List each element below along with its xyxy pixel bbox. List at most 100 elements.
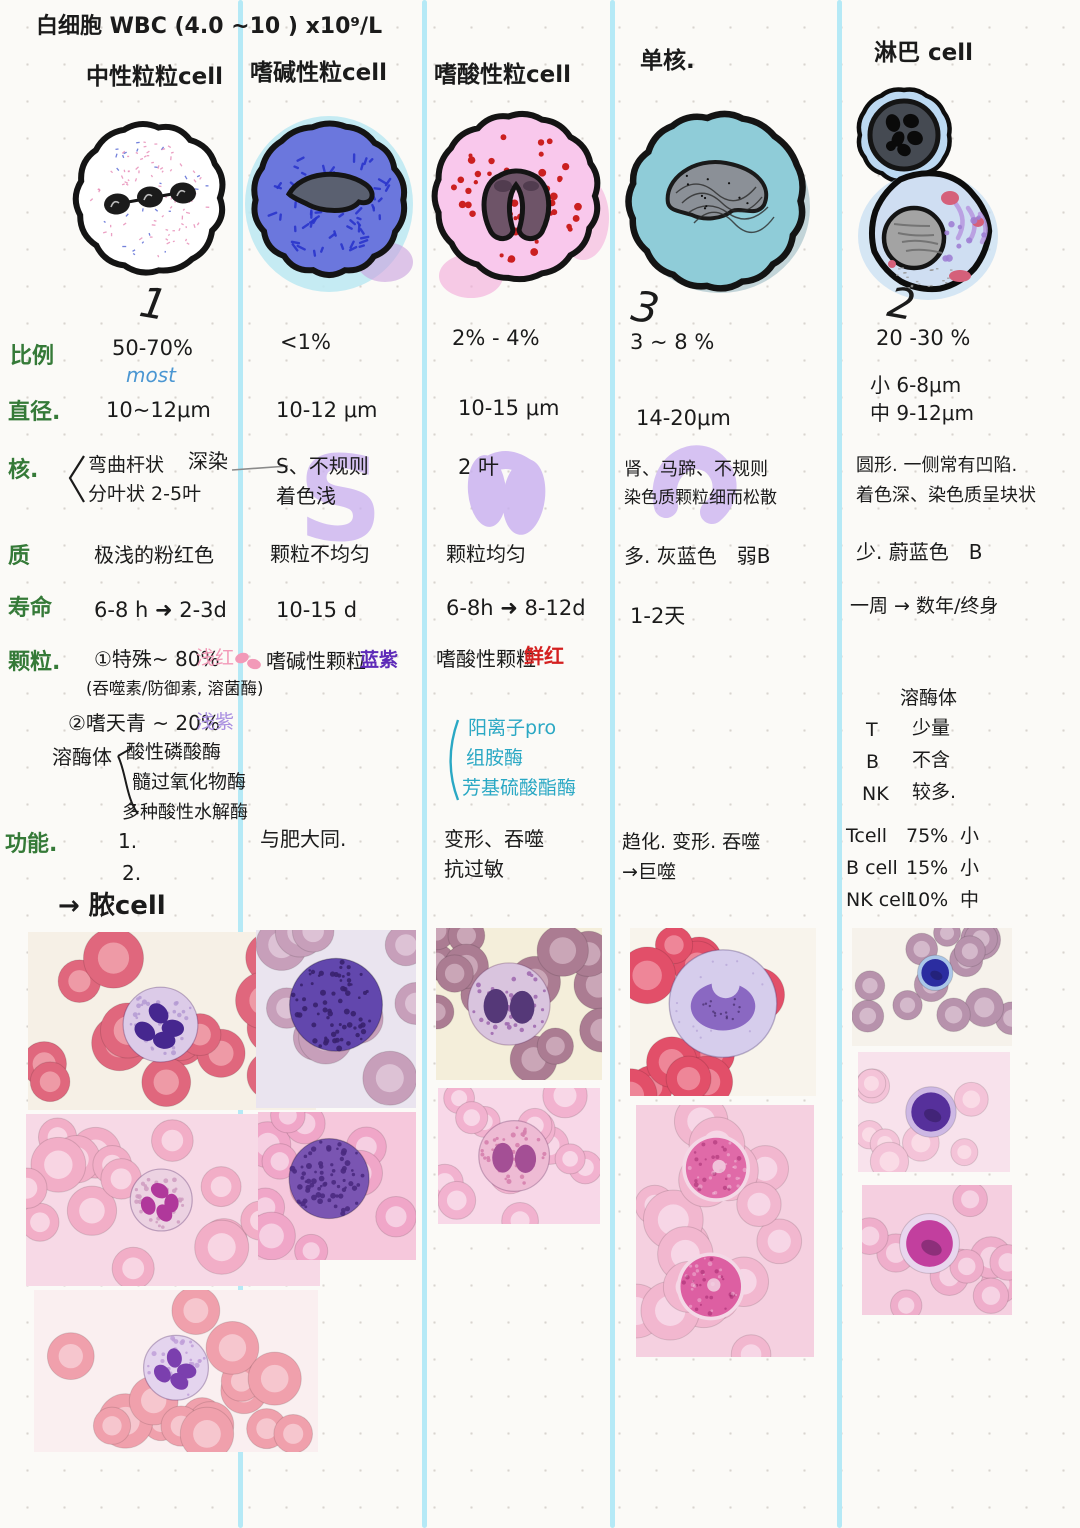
nucleus-basophil-1: S、不规则 xyxy=(276,454,369,478)
function-eosinophil-1: 变形、吞噬 xyxy=(444,827,544,851)
column-title-monocyte: 单核. xyxy=(640,48,695,74)
row-label-function: 功能. xyxy=(5,832,58,857)
column-divider-2 xyxy=(422,0,427,1528)
ratio-lymphocyte: 20 -30 % xyxy=(876,326,971,350)
column-title-neutrophil: 中性粒粒cell xyxy=(86,64,224,90)
granules-note-blue-purple: 蓝紫 xyxy=(360,649,399,671)
nucleus-neutrophil-2: 分叶状 2-5叶 xyxy=(88,483,202,505)
cytoplasm-lymphocyte: 少. 蔚蓝色 B xyxy=(856,540,983,564)
lymphocyte-large-drawing xyxy=(858,170,998,300)
lymphocyte-micrograph-2 xyxy=(858,1052,1010,1172)
diameter-neutrophil: 10~12μm xyxy=(106,398,211,422)
function-eosinophil-2: 抗过敏 xyxy=(444,857,504,881)
row-label-granules: 颗粒. xyxy=(8,650,61,675)
function-monocyte-2: →巨噬 xyxy=(622,861,676,883)
lymph-granule-nk-label: NK xyxy=(862,783,889,805)
lifespan-monocyte: 1-2天 xyxy=(630,604,686,628)
column-divider-4 xyxy=(837,0,842,1528)
lymph-granule-t-label: T xyxy=(866,719,878,741)
row-label-diameter: 直径. xyxy=(8,400,61,425)
function-bcell-pct: 15% xyxy=(906,857,949,879)
granules-note-light-red: 浅红 xyxy=(196,647,235,669)
count-mark-neutrophil: 1 xyxy=(136,277,171,330)
lymphocyte-micrograph-3 xyxy=(862,1185,1012,1315)
nucleus-brace xyxy=(68,455,85,503)
basophil-micrograph-1 xyxy=(256,930,416,1108)
column-title-basophil: 嗜碱性粒cell xyxy=(250,60,388,86)
function-nkcell-name: NK cell xyxy=(846,889,912,911)
granules-neutrophil-2: (吞噬素/防御素, 溶菌酶) xyxy=(86,679,264,698)
lysosome-brace xyxy=(117,747,139,815)
basophil-drawing xyxy=(245,116,413,292)
basophil-micrograph-2 xyxy=(258,1112,416,1260)
function-neutrophil-pus: → 脓cell xyxy=(58,891,166,921)
eosinophil-drawing xyxy=(431,110,609,298)
ratio-note-most: most xyxy=(126,363,176,387)
lifespan-neutrophil: 6-8 h ➜ 2-3d xyxy=(94,598,227,622)
monocyte-micrograph-2 xyxy=(636,1105,814,1357)
column-title-lymphocyte: 淋巴 cell xyxy=(874,40,974,66)
nucleus-note-deep-stain: 深染 xyxy=(188,449,228,473)
lysosome-label-neutrophil: 溶酶体 xyxy=(52,745,112,769)
nucleus-lobes-highlight xyxy=(467,451,546,535)
granules-neutrophil-3: ②嗜天青 ~ 20% xyxy=(68,711,220,735)
granules-note-light-purple: 浅紫 xyxy=(196,711,235,733)
lymph-granule-nk-value: 较多. xyxy=(912,781,957,803)
diameter-lymphocyte-medium: 中 9-12μm xyxy=(870,401,974,425)
eosinophil-micrograph-1 xyxy=(436,928,602,1080)
count-mark-monocyte: 3 xyxy=(628,281,663,334)
function-tcell-size: 小 xyxy=(960,825,980,847)
diameter-monocyte: 14-20μm xyxy=(636,406,731,430)
nucleus-s-highlight: S xyxy=(298,430,383,568)
neutrophil-drawing xyxy=(72,121,226,276)
page-title: 白细胞 WBC (4.0 ~10 ) x10⁹/L xyxy=(36,14,383,39)
nucleus-monocyte-2: 染色质颗粒细而松散 xyxy=(624,488,777,508)
lifespan-lymphocyte: 一周 → 数年/终身 xyxy=(850,595,999,617)
lymph-granule-b-value: 不含 xyxy=(912,749,951,771)
deep-stain-pointer-line xyxy=(231,465,289,471)
granules-basophil: 嗜碱性颗粒 xyxy=(266,649,366,673)
function-tcell-name: Tcell xyxy=(846,825,888,847)
nucleus-horseshoe-highlight xyxy=(652,445,737,524)
ratio-basophil: <1% xyxy=(280,330,331,354)
function-bcell-name: B cell xyxy=(846,857,898,879)
lymphocyte-micrograph-1 xyxy=(852,928,1012,1046)
lymphocyte-small-drawing xyxy=(856,87,952,184)
column-title-eosinophil: 嗜酸性粒cell xyxy=(434,62,572,88)
function-neutrophil-2: 2. xyxy=(122,861,142,885)
ratio-eosinophil: 2% - 4% xyxy=(452,326,540,350)
column-divider-1 xyxy=(238,0,243,1528)
lysosome-enzyme-2: 髓过氧化物酶 xyxy=(132,771,247,793)
nucleus-lymphocyte-1: 圆形. 一侧常有凹陷. xyxy=(856,455,1018,476)
function-bcell-size: 小 xyxy=(960,857,980,879)
eosinophil-micrograph-2 xyxy=(438,1088,600,1224)
function-basophil: 与肥大同. xyxy=(260,827,347,851)
granules-eosinophil: 嗜酸性颗粒 xyxy=(436,647,536,671)
nucleus-eosinophil: 2 叶 xyxy=(458,455,500,479)
row-label-lifespan: 寿命 xyxy=(8,596,53,621)
eosinophil-granule-brace xyxy=(449,719,460,801)
diameter-lymphocyte-small: 小 6-8μm xyxy=(870,373,962,397)
ratio-neutrophil: 50-70% xyxy=(112,336,193,360)
monocyte-micrograph-1 xyxy=(630,928,816,1096)
nucleus-lymphocyte-2: 着色深、染色质呈块状 xyxy=(856,485,1036,506)
lifespan-eosinophil: 6-8h ➜ 8-12d xyxy=(446,596,586,620)
diameter-basophil: 10-12 μm xyxy=(276,398,378,422)
eosinophil-granule-item-2: 组胺酶 xyxy=(466,747,524,769)
monocyte-drawing xyxy=(625,110,810,293)
eosinophil-granule-item-1: 阳离子pro xyxy=(468,717,557,739)
granules-neutrophil-1: ①特殊~ 80% xyxy=(94,647,220,671)
lysosome-label-lymphocyte: 溶酶体 xyxy=(900,687,958,709)
eosinophil-granule-item-3: 芳基硫酸酯酶 xyxy=(462,777,577,799)
row-label-nucleus: 核. xyxy=(8,458,39,483)
function-nkcell-size: 中 xyxy=(960,889,980,911)
pink-scribble-icon xyxy=(235,652,261,670)
count-mark-lymphocyte: 2 xyxy=(884,277,919,330)
nucleus-neutrophil-1: 弯曲杆状 xyxy=(88,454,165,476)
lymph-granule-b-label: B xyxy=(866,751,880,773)
lifespan-basophil: 10-15 d xyxy=(276,598,358,622)
diameter-eosinophil: 10-15 μm xyxy=(458,396,560,420)
function-neutrophil-1: 1. xyxy=(118,829,138,853)
cytoplasm-monocyte: 多. 灰蓝色 弱B xyxy=(624,544,771,568)
